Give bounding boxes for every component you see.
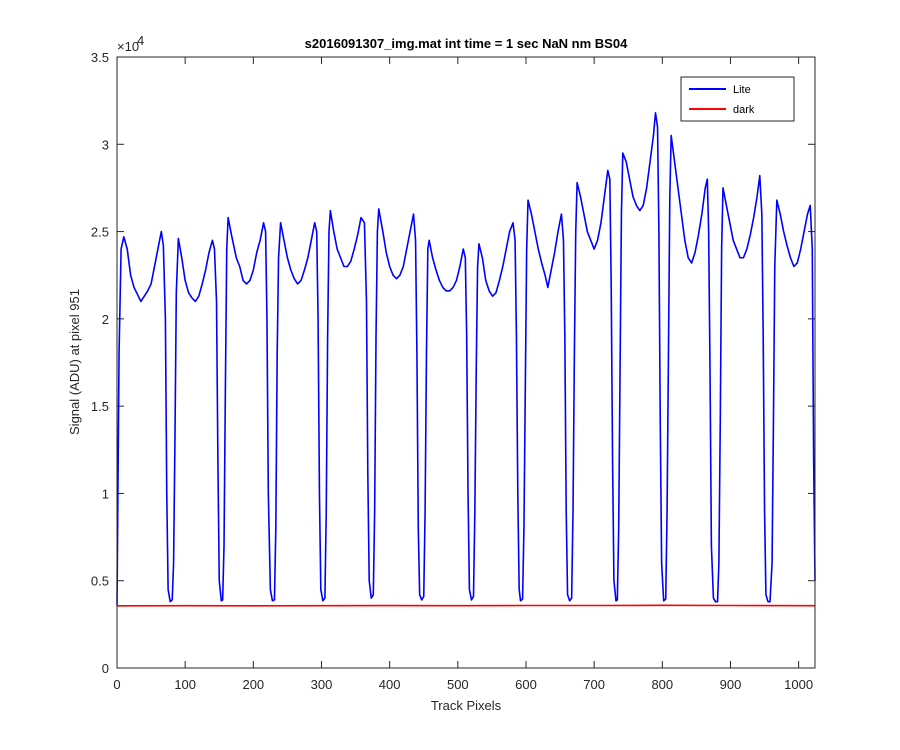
x-tick-label: 400 (379, 677, 401, 692)
series-line-lite (116, 112, 816, 606)
x-tick-label: 800 (651, 677, 673, 692)
legend-label-dark: dark (733, 104, 755, 116)
y-tick-label: 1 (102, 486, 109, 501)
y-tick-label: 1.5 (91, 399, 109, 414)
x-tick-label: 100 (174, 677, 196, 692)
x-tick-label: 200 (242, 677, 264, 692)
plot-area (117, 57, 815, 668)
chart-title: s2016091307_img.mat int time = 1 sec NaN… (305, 36, 628, 51)
svg-text:×10: ×10 (117, 39, 139, 54)
y-tick-label: 3.5 (91, 50, 109, 65)
x-tick-label: 500 (447, 677, 469, 692)
legend: Lite dark (680, 76, 795, 122)
x-tick-label: 300 (311, 677, 333, 692)
y-tick-label: 2 (102, 312, 109, 327)
y-tick-label: 3 (102, 137, 109, 152)
x-tick-label: 600 (515, 677, 537, 692)
svg-text:4: 4 (137, 33, 144, 48)
legend-box (680, 76, 795, 122)
x-tick-label: 700 (583, 677, 605, 692)
y-axis-label: Signal (ADU) at pixel 951 (67, 289, 82, 435)
x-axis-label: Track Pixels (431, 698, 502, 713)
legend-label-lite: Lite (733, 84, 751, 96)
y-tick-label: 2.5 (91, 225, 109, 240)
y-exponent: ×10 4 (117, 33, 144, 54)
x-tick-label: 0 (113, 677, 120, 692)
x-tick-label: 1000 (784, 677, 813, 692)
axes-box (116, 56, 816, 669)
series-line-dark (116, 604, 816, 607)
y-tick-label: 0.5 (91, 574, 109, 589)
y-tick-label: 0 (102, 661, 109, 676)
x-tick-label: 900 (720, 677, 742, 692)
